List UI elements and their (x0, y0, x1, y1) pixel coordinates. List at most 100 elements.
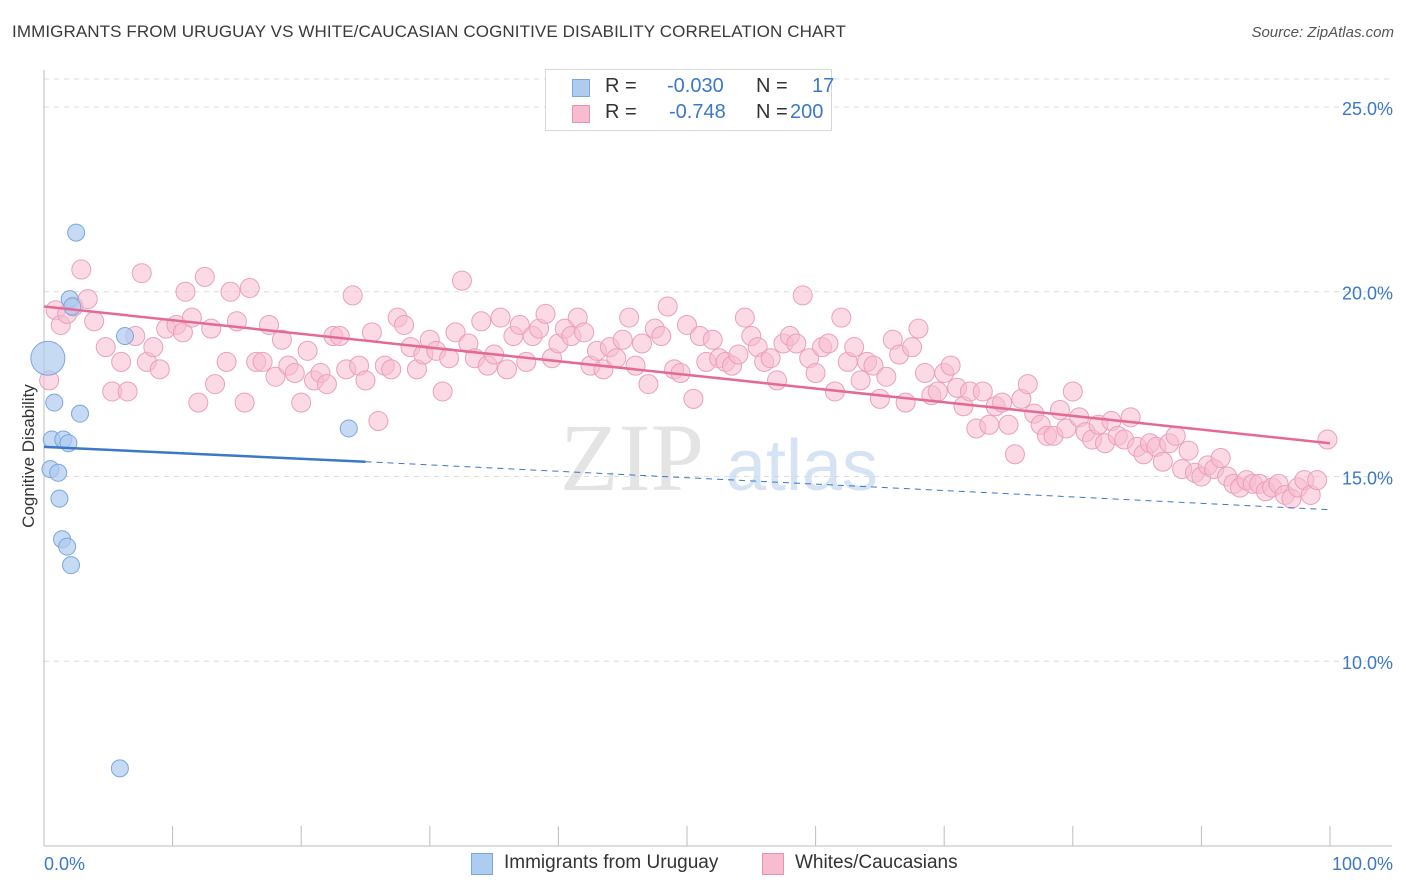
data-point-whites (1062, 381, 1083, 402)
y-tick-label: 10.0% (1342, 653, 1393, 673)
y-tick-label: 25.0% (1342, 99, 1393, 119)
data-point-whites (445, 322, 466, 343)
data-point-whites (728, 344, 749, 365)
data-point-whites (792, 285, 813, 306)
data-point-whites (297, 340, 318, 361)
data-point-whites (432, 381, 453, 402)
data-point-whites (284, 363, 305, 384)
data-point-uruguay (30, 340, 66, 376)
trend-line-uruguay (43, 445, 366, 463)
data-point-whites (998, 414, 1019, 435)
data-point-whites (381, 359, 402, 380)
r-value: -0.030 (667, 75, 724, 97)
data-point-whites (625, 355, 646, 376)
trend-line-uruguay-extension (365, 461, 1331, 511)
data-point-uruguay (50, 489, 69, 508)
y-tick-label: 15.0% (1342, 468, 1393, 488)
data-point-whites (201, 318, 222, 339)
data-point-whites (131, 263, 152, 284)
data-point-whites (1049, 399, 1070, 420)
y-axis-label: Cognitive Disability (19, 384, 38, 528)
data-point-whites (1210, 448, 1231, 468)
data-point-whites (355, 370, 376, 391)
data-point-whites (117, 381, 138, 402)
data-point-uruguay (71, 404, 90, 423)
data-point-whites (844, 337, 865, 358)
x-tick-label: 0.0% (44, 854, 85, 874)
legend-swatch-whites (572, 105, 590, 123)
data-point-whites (657, 296, 678, 317)
data-point-uruguay (45, 393, 64, 412)
data-point-whites (1307, 470, 1328, 491)
data-point-whites (818, 333, 839, 354)
data-point-whites (149, 359, 170, 380)
data-point-whites (638, 374, 659, 395)
data-point-whites (805, 363, 826, 384)
data-point-whites (490, 307, 511, 328)
data-point-whites (265, 366, 286, 387)
data-point-whites (940, 355, 961, 376)
data-point-whites (831, 307, 852, 328)
legend-swatch-uruguay (471, 853, 493, 875)
data-point-whites (927, 381, 948, 402)
data-point-whites (574, 322, 595, 343)
data-point-whites (194, 266, 215, 287)
data-point-whites (342, 285, 363, 306)
legend-label-whites: Whites/Caucasians (795, 852, 958, 873)
data-point-whites (471, 311, 492, 332)
r-label: R = (605, 101, 637, 123)
legend-stats: R = -0.030 N = 17 R = -0.748 N = 200 (545, 69, 834, 131)
data-point-whites (205, 374, 226, 395)
axes: 10.0% 15.0% 20.0% 25.0% 0.0% 100.0% (43, 70, 1393, 874)
data-point-uruguay (58, 537, 77, 556)
data-point-whites (143, 337, 164, 358)
data-point-whites (1165, 425, 1186, 446)
data-point-whites (1152, 451, 1173, 472)
data-point-whites (252, 351, 273, 372)
data-point-whites (902, 337, 923, 358)
data-point-whites (1120, 407, 1141, 428)
data-point-whites (869, 388, 890, 409)
data-point-whites (1178, 440, 1199, 461)
data-point-whites (1004, 444, 1025, 465)
data-point-uruguay (49, 463, 68, 482)
data-point-whites (95, 337, 116, 358)
data-point-whites (175, 281, 196, 302)
source-label: Source: ZipAtlas.com (1251, 24, 1394, 41)
r-label: R = (605, 75, 637, 97)
data-point-whites (1056, 418, 1077, 439)
trend-lines (43, 305, 1331, 511)
data-point-whites (850, 370, 871, 391)
data-point-whites (84, 311, 105, 332)
data-point-uruguay (63, 297, 82, 316)
data-point-whites (631, 333, 652, 354)
data-point-whites (220, 281, 241, 302)
data-point-whites (651, 326, 672, 347)
chart-title: IMMIGRANTS FROM URUGUAY VS WHITE/CAUCASI… (12, 22, 846, 41)
data-point-whites (291, 392, 312, 413)
data-point-whites (216, 351, 237, 372)
data-point-whites (509, 314, 530, 335)
y-tick-label: 20.0% (1342, 284, 1393, 304)
data-point-whites (239, 278, 260, 299)
legend-swatch-uruguay (572, 79, 590, 97)
data-point-whites (979, 414, 1000, 435)
data-point-whites (606, 348, 627, 369)
data-point-whites (111, 351, 132, 372)
data-point-whites (1317, 429, 1338, 450)
data-point-whites (786, 333, 807, 354)
gridlines (44, 78, 1392, 662)
data-point-whites (496, 359, 517, 380)
data-point-whites (895, 392, 916, 413)
watermark-zip: ZIP (560, 404, 704, 511)
legend-label-uruguay: Immigrants from Uruguay (504, 852, 719, 873)
watermark-atlas: atlas (726, 426, 878, 506)
data-point-whites (172, 322, 193, 343)
data-point-whites (683, 388, 704, 409)
data-point-whites (439, 348, 460, 369)
data-point-whites (394, 314, 415, 335)
n-value: 200 (790, 101, 824, 123)
data-point-whites (316, 374, 337, 395)
data-point-uruguay (110, 759, 129, 778)
